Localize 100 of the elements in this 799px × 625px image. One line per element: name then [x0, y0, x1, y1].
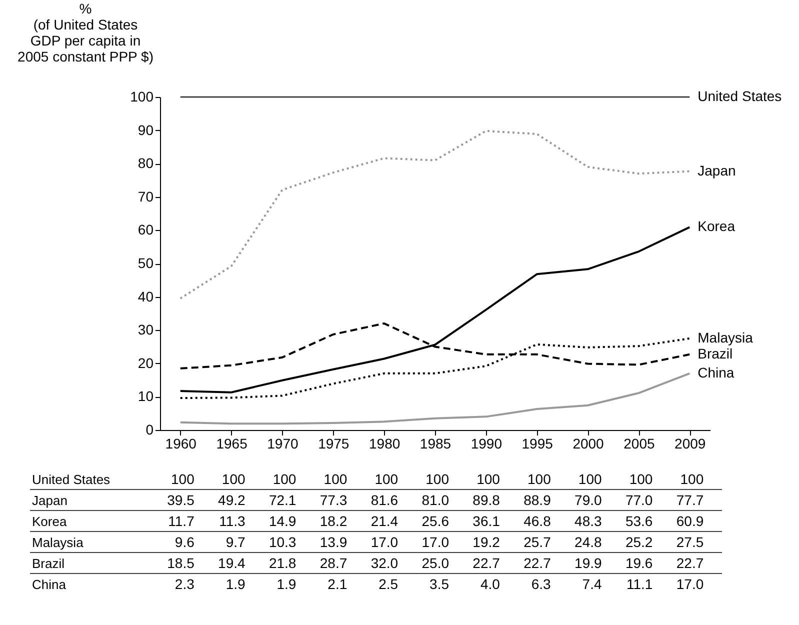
data-label: 32.0	[370, 555, 398, 571]
data-label: 100	[272, 471, 296, 487]
data-label: 48.3	[574, 513, 602, 529]
data-label: 100	[222, 471, 246, 487]
data-label: 2.3	[174, 576, 195, 592]
text: United States	[32, 472, 110, 487]
series-label: Japan	[698, 162, 736, 178]
x-tick-label: 1960	[165, 436, 197, 452]
data-label: 22.7	[524, 555, 552, 571]
series-label: Brazil	[698, 345, 733, 362]
x-tick-label: 2005	[624, 436, 655, 452]
data-label: 100	[680, 471, 704, 487]
line-series	[179, 372, 691, 425]
line-series	[179, 130, 691, 300]
y-tick-label: 50	[138, 255, 154, 271]
data-label: 88.9	[524, 492, 552, 508]
data-label: 19.6	[625, 555, 653, 571]
x-tick-label: 1975	[318, 436, 350, 452]
text: Malaysia	[32, 535, 84, 550]
data-label: 22.7	[472, 555, 500, 571]
data-label: 100	[527, 471, 552, 487]
y-tick-label: 70	[138, 188, 154, 204]
data-label: 100	[171, 471, 195, 487]
data-label: 9.6	[174, 534, 195, 550]
y-tick-label: 40	[138, 288, 154, 304]
data-label: 10.3	[268, 534, 296, 550]
data-label: 11.3	[219, 513, 246, 529]
data-label: 100	[324, 471, 348, 487]
data-label: 3.5	[430, 576, 450, 592]
data-label: 53.6	[625, 513, 653, 529]
data-label: 89.8	[472, 492, 500, 508]
text: China	[32, 577, 66, 592]
data-label: 25.7	[524, 534, 552, 550]
y-tick-label: 10	[138, 388, 154, 404]
data-label: 19.9	[574, 555, 602, 571]
data-label: 11.1	[626, 576, 653, 592]
y-tick-label: 90	[138, 122, 154, 138]
data-label: 11.7	[168, 513, 195, 529]
series-label: China	[698, 364, 734, 380]
data-label: 25.0	[422, 555, 450, 571]
data-label: 19.4	[218, 555, 246, 571]
data-label: 6.3	[531, 576, 552, 592]
data-label: 28.7	[320, 555, 348, 571]
x-tick-label: 1965	[216, 436, 248, 452]
data-label: 21.4	[370, 513, 398, 529]
x-tick-label: 1990	[470, 436, 502, 452]
data-label: 100	[374, 471, 398, 487]
data-label: 17.0	[422, 534, 450, 550]
data-label: 81.6	[370, 492, 398, 508]
data-label: 1.9	[226, 576, 246, 592]
data-label: 100	[476, 471, 500, 487]
data-label: 2.5	[378, 576, 398, 592]
line-series	[179, 226, 691, 394]
y-tick-label: 100	[130, 88, 154, 104]
data-label: 21.8	[268, 555, 296, 571]
data-label: 9.7	[226, 534, 246, 550]
data-label: 100	[426, 471, 450, 487]
data-label: 19.2	[472, 534, 500, 550]
data-label: 77.3	[320, 492, 348, 508]
text: Brazil	[32, 556, 65, 571]
data-label: 24.8	[574, 534, 602, 550]
data-label: 100	[629, 471, 653, 487]
data-label: 60.9	[676, 513, 704, 529]
x-tick-label: 1985	[420, 436, 452, 452]
data-label: 1.9	[276, 576, 296, 592]
data-label: 2.1	[328, 576, 348, 592]
y-tick-label: 80	[138, 155, 154, 172]
data-label: 17.0	[370, 534, 398, 550]
text: Japan	[32, 493, 68, 508]
x-tick-label: 2009	[674, 436, 706, 452]
y-tick-label: 30	[138, 322, 154, 338]
text: Korea	[32, 514, 67, 529]
series-label: Korea	[698, 218, 736, 234]
data-label: 27.5	[676, 534, 704, 550]
x-tick-label: 1970	[267, 436, 299, 452]
x-tick-label: 2000	[572, 436, 604, 452]
x-tick-label: 1995	[522, 436, 554, 452]
data-label: 39.5	[167, 492, 195, 508]
data-label: 14.9	[268, 513, 296, 529]
data-label: 72.1	[268, 492, 296, 508]
data-label: 13.9	[320, 534, 348, 550]
series-label: United States	[698, 88, 782, 104]
y-tick-label: 20	[138, 354, 154, 371]
x-tick-label: 1980	[368, 436, 400, 452]
data-label: 25.2	[625, 534, 653, 550]
data-label: 77.0	[625, 492, 653, 508]
data-label: 36.1	[472, 513, 500, 529]
data-label: 4.0	[480, 576, 500, 592]
data-label: 79.0	[574, 492, 602, 508]
data-label: 49.2	[218, 492, 246, 508]
data-label: 18.2	[320, 513, 348, 529]
data-label: 25.6	[422, 513, 450, 529]
data-label: 17.0	[676, 576, 704, 592]
data-label: 81.0	[422, 492, 450, 508]
y-axis-title: % (of United States GDP per capita in 2005 constant PPP $)	[18, 0, 154, 64]
data-label: 7.4	[582, 576, 602, 592]
y-tick-label: 0	[146, 422, 154, 438]
data-label: 18.5	[167, 555, 195, 571]
y-tick-label: 60	[138, 222, 154, 238]
data-label: 46.8	[524, 513, 552, 529]
